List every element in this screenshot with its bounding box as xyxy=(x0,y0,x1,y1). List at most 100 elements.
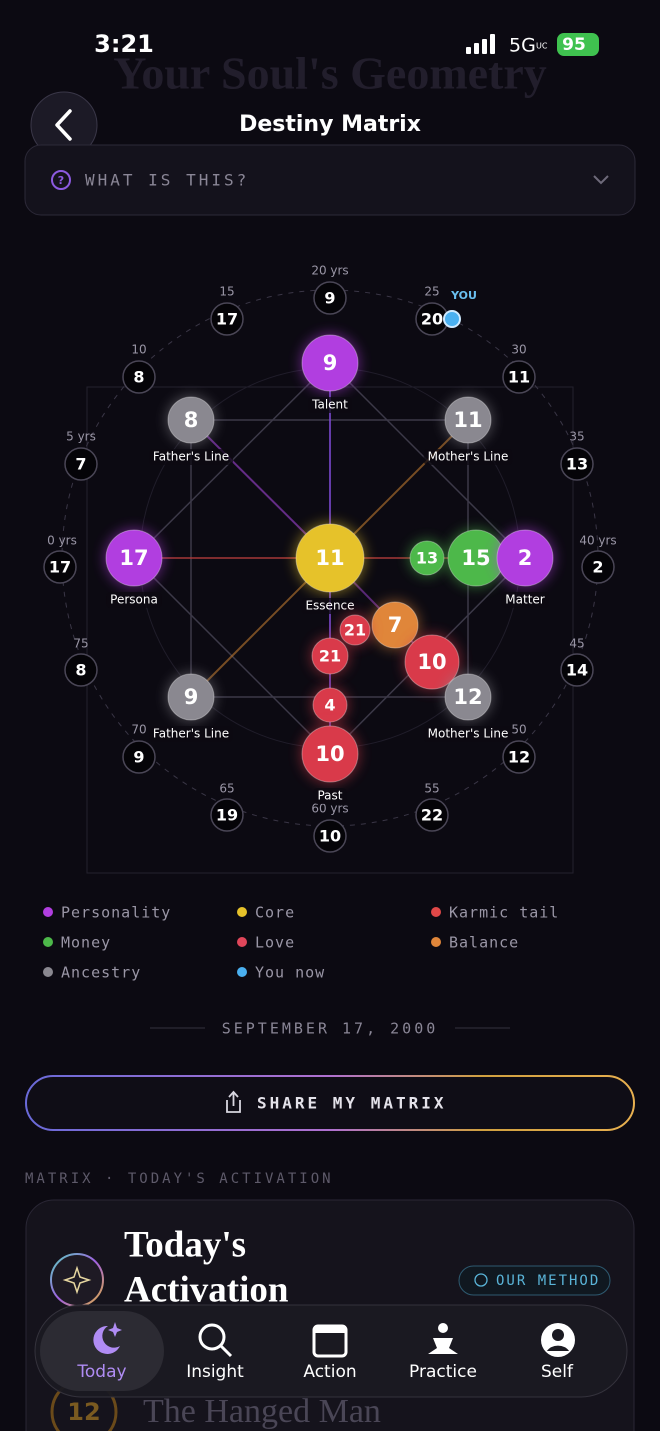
age-label: 50 xyxy=(511,723,526,737)
node-label: Mother's Line xyxy=(428,727,509,741)
node-label-bg xyxy=(301,598,359,614)
node-value: 7 xyxy=(388,613,403,637)
node-value: 10 xyxy=(417,650,446,674)
legend-dot xyxy=(237,907,247,917)
node-value: 11 xyxy=(315,546,344,570)
age-label: 75 xyxy=(73,637,88,651)
node-value: 21 xyxy=(319,647,341,666)
matrix-node xyxy=(496,529,554,587)
age-label: 25 xyxy=(424,285,439,299)
age-node xyxy=(560,447,594,481)
info-panel[interactable] xyxy=(24,144,636,216)
network-label: 5G xyxy=(509,35,536,57)
node-value: 4 xyxy=(324,696,335,715)
age-node xyxy=(560,653,594,687)
node-value: 21 xyxy=(344,621,366,640)
legend-dot xyxy=(431,937,441,947)
activation-icon xyxy=(50,1253,104,1307)
matrix-node xyxy=(301,334,359,392)
you-marker xyxy=(443,310,461,328)
card-title: Activation xyxy=(124,1269,289,1310)
tab-bar xyxy=(34,1304,628,1398)
age-node xyxy=(415,798,449,832)
age-node xyxy=(210,798,244,832)
action-icon xyxy=(312,1324,348,1358)
matrix-node xyxy=(444,673,492,721)
background-title: Your Soul's Geometry xyxy=(113,48,547,99)
sparkle-icon xyxy=(62,1265,92,1295)
age-label: 35 xyxy=(569,430,584,444)
age-value: 17 xyxy=(216,310,238,329)
card-title: Today's xyxy=(124,1224,246,1265)
node-label: Past xyxy=(317,789,342,803)
legend-label: Core xyxy=(255,904,295,922)
age-node xyxy=(43,550,77,584)
method-label: OUR METHOD xyxy=(496,1273,600,1289)
share-button[interactable] xyxy=(25,1075,635,1131)
legend-label: Money xyxy=(61,934,111,952)
today-icon xyxy=(93,1322,122,1354)
node-value: 15 xyxy=(461,546,490,570)
share-label: SHARE MY MATRIX xyxy=(257,1094,447,1113)
help-icon-mark: ? xyxy=(58,174,64,187)
node-value: 8 xyxy=(184,408,199,432)
node-label-bg xyxy=(313,788,347,804)
status-time: 3:21 xyxy=(94,30,154,58)
age-value: 2 xyxy=(592,558,603,577)
age-value: 13 xyxy=(566,455,588,474)
age-label: 10 xyxy=(131,343,146,357)
age-label: 70 xyxy=(131,723,146,737)
node-value: 9 xyxy=(184,685,199,709)
node-value: 13 xyxy=(416,549,438,568)
node-value: 11 xyxy=(453,408,482,432)
legend-label: You now xyxy=(255,964,325,982)
node-label: Talent xyxy=(311,398,348,412)
age-label: 40 yrs xyxy=(579,534,616,548)
legend-label: Personality xyxy=(61,904,171,922)
nav-label: Action xyxy=(303,1362,356,1382)
node-label-bg xyxy=(423,726,513,742)
age-label: 20 yrs xyxy=(311,264,348,278)
back-icon xyxy=(55,109,72,141)
age-node xyxy=(122,740,156,774)
age-label: 5 yrs xyxy=(66,430,96,444)
you-label: YOU xyxy=(450,289,477,302)
age-node xyxy=(64,447,98,481)
age-label: 65 xyxy=(219,782,234,796)
age-value: 22 xyxy=(421,806,443,825)
matrix-node xyxy=(167,396,215,444)
matrix-node xyxy=(295,523,365,593)
legend-dot xyxy=(237,937,247,947)
age-value: 19 xyxy=(216,806,238,825)
nav-labels: Today Insight Action Practice Self xyxy=(76,1362,574,1382)
matrix-node xyxy=(339,614,371,646)
network-sub: UC xyxy=(536,42,548,51)
legend-label: Love xyxy=(255,934,295,952)
age-node xyxy=(313,819,347,853)
signal-icon xyxy=(466,34,495,54)
age-value: 20 xyxy=(421,310,443,329)
insight-icon xyxy=(198,1323,233,1358)
age-node xyxy=(210,302,244,336)
legend-dot xyxy=(237,967,247,977)
age-label: 0 yrs xyxy=(47,534,77,548)
info-label: WHAT IS THIS? xyxy=(85,171,249,190)
node-value: 2 xyxy=(518,546,533,570)
nav-label: Self xyxy=(541,1362,574,1382)
node-label-bg xyxy=(106,592,162,608)
node-label: Mother's Line xyxy=(428,450,509,464)
node-value: 12 xyxy=(453,685,482,709)
method-button[interactable] xyxy=(458,1265,611,1296)
legend-dot xyxy=(43,937,53,947)
node-label: Father's Line xyxy=(153,727,229,741)
nav-label: Practice xyxy=(409,1362,477,1382)
legend-label: Karmic tail xyxy=(449,904,559,922)
node-label-bg xyxy=(148,449,234,465)
matrix-node xyxy=(444,396,492,444)
chevron xyxy=(593,175,609,185)
age-label: 45 xyxy=(569,637,584,651)
battery-level: 95 xyxy=(562,35,586,55)
nav-label: Today xyxy=(76,1362,126,1382)
age-node xyxy=(122,360,156,394)
